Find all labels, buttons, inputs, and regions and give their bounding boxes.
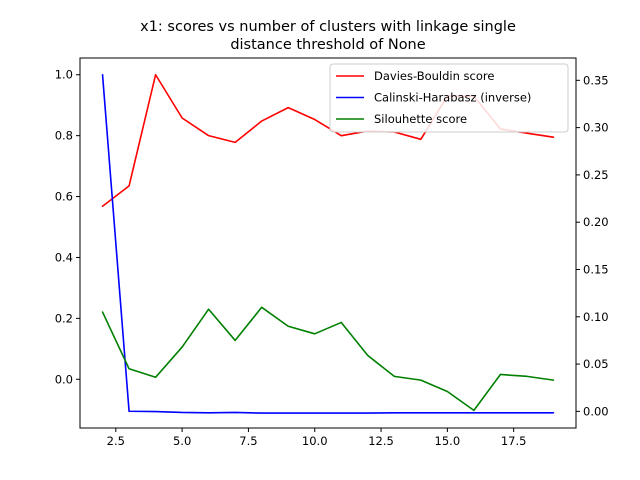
x-tick-label: 7.5 <box>239 434 257 448</box>
left-y-tick-label: 0.6 <box>55 190 73 204</box>
legend-label-2: Silouhette score <box>374 112 467 126</box>
x-tick-label: 5.0 <box>173 434 191 448</box>
x-axis-ticks: 2.5 5.0 7.5 10.0 12.5 15.0 17.5 <box>107 428 527 448</box>
legend-box <box>329 63 569 133</box>
right-y-tick-label: 0.35 <box>583 73 609 87</box>
left-y-tick-label: 0.8 <box>55 129 73 143</box>
x-tick-label: 15.0 <box>435 434 461 448</box>
left-y-axis-ticks: 0.0 0.2 0.4 0.6 0.8 1.0 <box>55 68 80 386</box>
left-y-tick-label: 1.0 <box>55 68 73 82</box>
x-tick-label: 12.5 <box>368 434 394 448</box>
legend-label-1: Calinski-Harabasz (inverse) <box>374 91 531 105</box>
right-y-tick-label: 0.15 <box>583 262 609 276</box>
right-y-tick-label: 0.00 <box>583 404 609 418</box>
left-y-tick-label: 0.4 <box>55 250 73 264</box>
right-y-tick-label: 0.20 <box>583 215 609 229</box>
chart-title-line-1: x1: scores vs number of clusters with li… <box>140 19 516 35</box>
right-y-tick-label: 0.05 <box>583 357 609 371</box>
legend: Davies-Bouldin score Calinski-Harabasz (i… <box>329 63 569 133</box>
plot-frame <box>79 57 577 429</box>
left-y-tick-label: 0.0 <box>55 372 73 386</box>
right-y-tick-label: 0.30 <box>583 121 609 135</box>
left-y-tick-label: 0.2 <box>55 311 73 325</box>
series-line-1 <box>101 73 555 414</box>
chart-title-line-2: distance threshold of None <box>230 37 425 53</box>
right-y-tick-label: 0.25 <box>583 168 609 182</box>
x-tick-label: 2.5 <box>107 434 125 448</box>
legend-entries: Davies-Bouldin score Calinski-Harabasz (i… <box>336 69 531 126</box>
x-tick-label: 10.0 <box>302 434 328 448</box>
series-line-2 <box>101 306 555 412</box>
right-y-tick-label: 0.10 <box>583 310 609 324</box>
legend-label-0: Davies-Bouldin score <box>374 69 494 83</box>
x-tick-label: 17.5 <box>501 434 527 448</box>
right-y-axis-ticks: 0.00 0.05 0.10 0.15 0.20 0.25 0.30 0.35 <box>576 73 609 418</box>
